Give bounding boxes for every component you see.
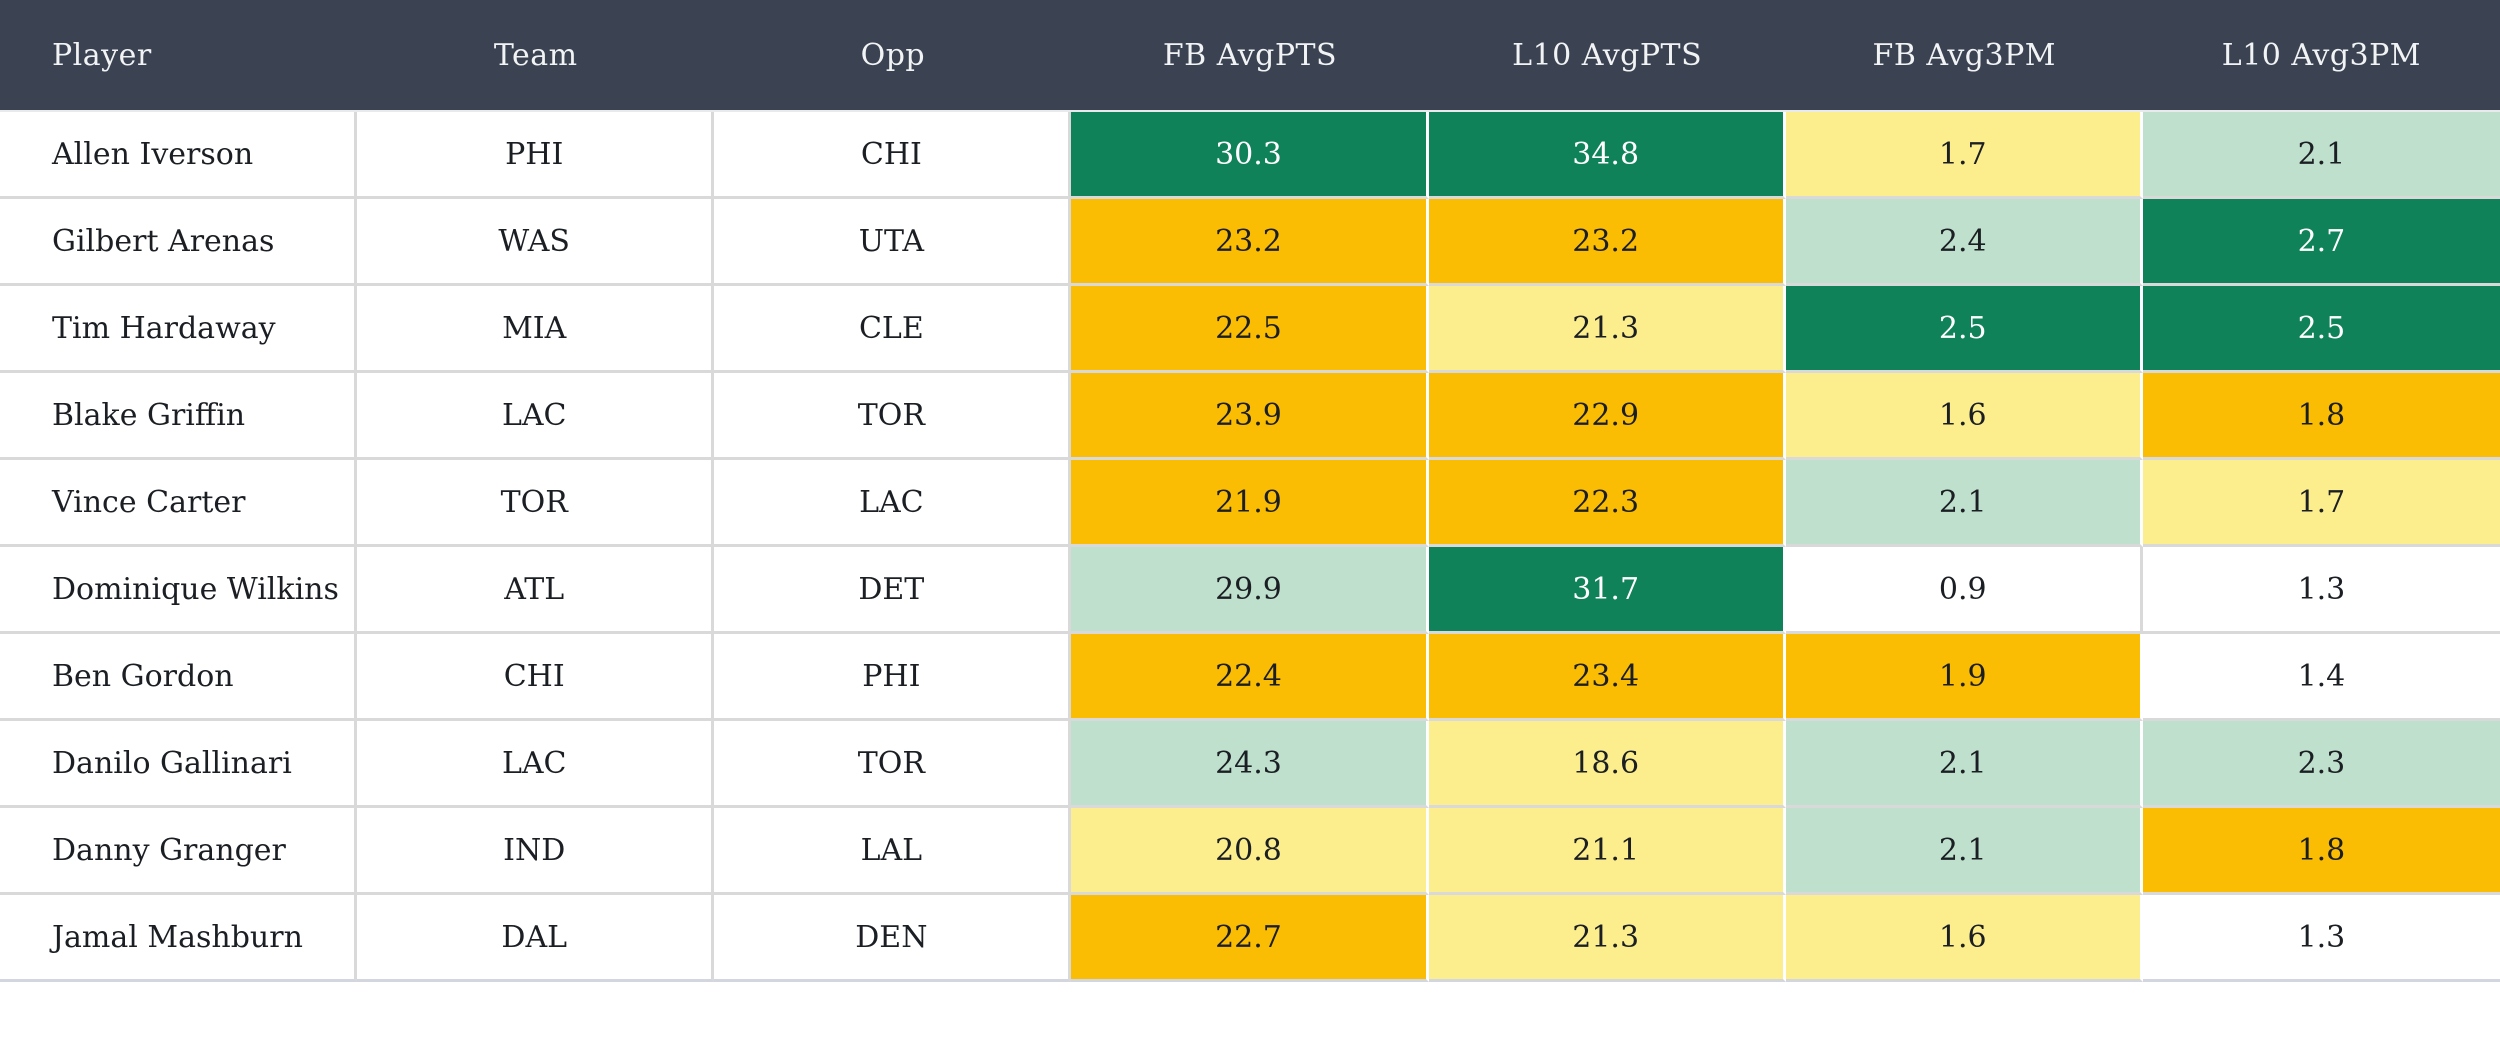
table-row-blake-griffin: Blake Griffin LAC TOR 23.9 22.9 1.6 1.8 bbox=[0, 373, 2500, 460]
team-cell: LAC bbox=[357, 373, 715, 460]
player-name-cell: Dominique Wilkins bbox=[0, 547, 358, 634]
player-name-cell: Gilbert Arenas bbox=[0, 199, 358, 286]
metric-cell-fb-avgpts: 29.9 bbox=[1071, 547, 1429, 634]
team-cell: WAS bbox=[357, 199, 715, 286]
metric-cell-fb-avg3pm: 2.4 bbox=[1785, 199, 2143, 286]
table-row-dominique-wilkins: Dominique Wilkins ATL DET 29.9 31.7 0.9 1.3 bbox=[0, 547, 2500, 634]
table-row-danilo-gallinari: Danilo Gallinari LAC TOR 24.3 18.6 2.1 2.3 bbox=[0, 721, 2500, 808]
metric-cell-fb-avg3pm: 2.1 bbox=[1785, 808, 2143, 895]
metric-cell-fb-avgpts: 22.7 bbox=[1071, 895, 1429, 982]
column-header-fb-avg3pm: FB Avg3PM bbox=[1785, 0, 2143, 112]
team-cell: MIA bbox=[357, 286, 715, 373]
player-name-cell: Danilo Gallinari bbox=[0, 721, 358, 808]
player-name-cell: Danny Granger bbox=[0, 808, 358, 895]
metric-cell-l10-avgpts: 34.8 bbox=[1428, 112, 1786, 199]
metric-cell-l10-avgpts: 21.1 bbox=[1428, 808, 1786, 895]
metric-cell-fb-avg3pm: 1.6 bbox=[1785, 373, 2143, 460]
metric-cell-fb-avg3pm: 2.1 bbox=[1785, 721, 2143, 808]
table-row-ben-gordon: Ben Gordon CHI PHI 22.4 23.4 1.9 1.4 bbox=[0, 634, 2500, 721]
opponent-cell: LAL bbox=[714, 808, 1072, 895]
metric-cell-l10-avg3pm: 1.4 bbox=[2142, 634, 2500, 721]
metric-cell-fb-avgpts: 20.8 bbox=[1071, 808, 1429, 895]
opponent-cell: DET bbox=[714, 547, 1072, 634]
column-header-l10-avg3pm: L10 Avg3PM bbox=[2142, 0, 2500, 112]
metric-cell-l10-avgpts: 22.9 bbox=[1428, 373, 1786, 460]
metric-cell-fb-avgpts: 21.9 bbox=[1071, 460, 1429, 547]
player-name-cell: Blake Griffin bbox=[0, 373, 358, 460]
player-name-cell: Allen Iverson bbox=[0, 112, 358, 199]
metric-cell-l10-avg3pm: 2.3 bbox=[2142, 721, 2500, 808]
opponent-cell: LAC bbox=[714, 460, 1072, 547]
team-cell: TOR bbox=[357, 460, 715, 547]
table-row-vince-carter: Vince Carter TOR LAC 21.9 22.3 2.1 1.7 bbox=[0, 460, 2500, 547]
metric-cell-l10-avgpts: 31.7 bbox=[1428, 547, 1786, 634]
metric-cell-fb-avg3pm: 2.1 bbox=[1785, 460, 2143, 547]
metric-cell-l10-avgpts: 22.3 bbox=[1428, 460, 1786, 547]
table-row-gilbert-arenas: Gilbert Arenas WAS UTA 23.2 23.2 2.4 2.7 bbox=[0, 199, 2500, 286]
column-header-player: Player bbox=[0, 0, 358, 112]
player-stats-table: Player Team Opp FB AvgPTS L10 AvgPTS FB Avg3P… bbox=[0, 0, 2500, 982]
opponent-cell: CLE bbox=[714, 286, 1072, 373]
player-name-cell: Tim Hardaway bbox=[0, 286, 358, 373]
opponent-cell: UTA bbox=[714, 199, 1072, 286]
column-header-l10-avgpts: L10 AvgPTS bbox=[1428, 0, 1786, 112]
metric-cell-fb-avg3pm: 1.7 bbox=[1785, 112, 2143, 199]
team-cell: LAC bbox=[357, 721, 715, 808]
team-cell: IND bbox=[357, 808, 715, 895]
metric-cell-fb-avg3pm: 2.5 bbox=[1785, 286, 2143, 373]
team-cell: PHI bbox=[357, 112, 715, 199]
metric-cell-fb-avgpts: 23.2 bbox=[1071, 199, 1429, 286]
metric-cell-l10-avgpts: 23.4 bbox=[1428, 634, 1786, 721]
player-name-cell: Jamal Mashburn bbox=[0, 895, 358, 982]
column-header-fb-avgpts: FB AvgPTS bbox=[1071, 0, 1429, 112]
metric-cell-l10-avgpts: 21.3 bbox=[1428, 895, 1786, 982]
metric-cell-l10-avg3pm: 1.3 bbox=[2142, 895, 2500, 982]
player-name-cell: Ben Gordon bbox=[0, 634, 358, 721]
metric-cell-l10-avg3pm: 1.7 bbox=[2142, 460, 2500, 547]
opponent-cell: PHI bbox=[714, 634, 1072, 721]
metric-cell-fb-avgpts: 23.9 bbox=[1071, 373, 1429, 460]
metric-cell-fb-avgpts: 22.5 bbox=[1071, 286, 1429, 373]
player-name-cell: Vince Carter bbox=[0, 460, 358, 547]
metric-cell-l10-avg3pm: 2.5 bbox=[2142, 286, 2500, 373]
table-row-danny-granger: Danny Granger IND LAL 20.8 21.1 2.1 1.8 bbox=[0, 808, 2500, 895]
opponent-cell: CHI bbox=[714, 112, 1072, 199]
team-cell: ATL bbox=[357, 547, 715, 634]
opponent-cell: TOR bbox=[714, 721, 1072, 808]
metric-cell-fb-avgpts: 22.4 bbox=[1071, 634, 1429, 721]
metric-cell-l10-avg3pm: 1.3 bbox=[2142, 547, 2500, 634]
metric-cell-l10-avg3pm: 1.8 bbox=[2142, 808, 2500, 895]
opponent-cell: TOR bbox=[714, 373, 1072, 460]
table-header: Player Team Opp FB AvgPTS L10 AvgPTS FB Avg3P… bbox=[0, 0, 2500, 112]
table-row-allen-iverson: Allen Iverson PHI CHI 30.3 34.8 1.7 2.1 bbox=[0, 112, 2500, 199]
metric-cell-fb-avg3pm: 1.6 bbox=[1785, 895, 2143, 982]
metric-cell-fb-avgpts: 24.3 bbox=[1071, 721, 1429, 808]
metric-cell-l10-avg3pm: 2.1 bbox=[2142, 112, 2500, 199]
metric-cell-fb-avg3pm: 0.9 bbox=[1785, 547, 2143, 634]
metric-cell-l10-avgpts: 21.3 bbox=[1428, 286, 1786, 373]
metric-cell-l10-avgpts: 23.2 bbox=[1428, 199, 1786, 286]
table-row-tim-hardaway: Tim Hardaway MIA CLE 22.5 21.3 2.5 2.5 bbox=[0, 286, 2500, 373]
metric-cell-fb-avgpts: 30.3 bbox=[1071, 112, 1429, 199]
metric-cell-l10-avg3pm: 2.7 bbox=[2142, 199, 2500, 286]
metric-cell-fb-avg3pm: 1.9 bbox=[1785, 634, 2143, 721]
opponent-cell: DEN bbox=[714, 895, 1072, 982]
metric-cell-l10-avg3pm: 1.8 bbox=[2142, 373, 2500, 460]
team-cell: DAL bbox=[357, 895, 715, 982]
metric-cell-l10-avgpts: 18.6 bbox=[1428, 721, 1786, 808]
column-header-opp: Opp bbox=[714, 0, 1072, 112]
table-row-jamal-mashburn: Jamal Mashburn DAL DEN 22.7 21.3 1.6 1.3 bbox=[0, 895, 2500, 982]
team-cell: CHI bbox=[357, 634, 715, 721]
column-header-team: Team bbox=[357, 0, 715, 112]
table-body: Allen Iverson PHI CHI 30.3 34.8 1.7 2.1 Gilbert… bbox=[0, 112, 2500, 982]
header-row: Player Team Opp FB AvgPTS L10 AvgPTS FB Avg3P… bbox=[0, 0, 2500, 112]
